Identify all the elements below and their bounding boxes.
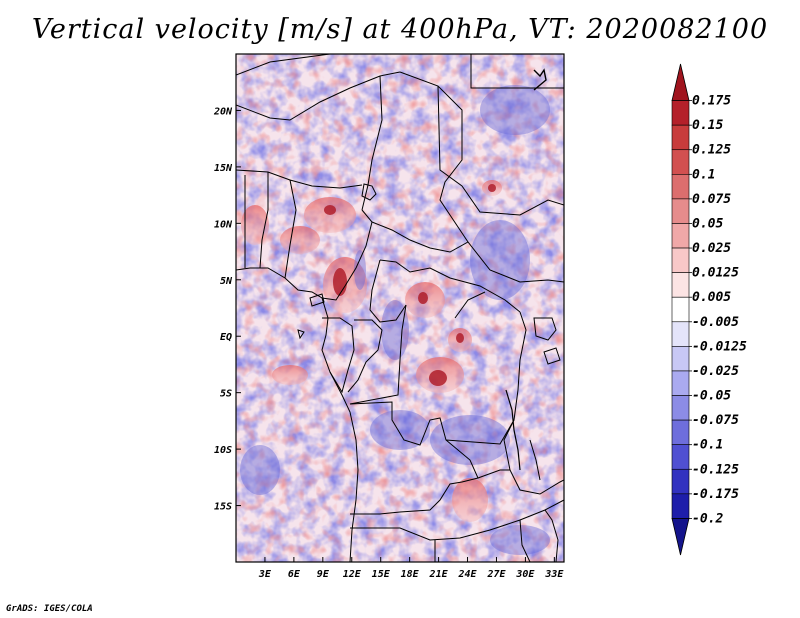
colorbar-box: [671, 321, 690, 347]
colorbar-box: [671, 296, 690, 323]
colorbar-box: [671, 124, 690, 151]
colorbar-box: [671, 198, 690, 224]
colorbar-box: [671, 100, 690, 126]
x-axis: 3E 6E 9E 12E 15E 18E 21E 24E 27E 30E 33E: [258, 557, 564, 580]
map-frame: [235, 53, 565, 563]
colorbar-box: [671, 247, 690, 273]
colorbar-box: [671, 223, 690, 249]
colorbar-label: 0.075: [692, 192, 731, 207]
y-tick-label: 10N: [214, 219, 233, 230]
x-tick-label: 12E: [343, 569, 362, 580]
colorbar-box: [671, 370, 690, 396]
y-tick-label: 15N: [214, 163, 233, 174]
colorbar-arrow-bottom: [671, 518, 690, 556]
colorbar-box: [671, 419, 690, 445]
colorbar-label: 0.175: [692, 94, 731, 109]
y-tick-label: 20N: [213, 106, 233, 117]
colorbar-label: 0.005: [692, 290, 731, 305]
colorbar-box: [671, 395, 690, 421]
colorbar-label: -0.2: [692, 511, 723, 526]
country-borders: [236, 54, 564, 562]
y-tick-label: 5S: [220, 389, 232, 400]
x-tick-label: 6E: [288, 569, 301, 580]
colorbar-label: -0.005: [692, 315, 739, 330]
x-tick-label: 27E: [486, 569, 506, 580]
colorbar-box: [671, 493, 690, 519]
descent-regions: [240, 85, 550, 555]
colorbar: 0.175 0.15 0.125 0.1 0.075 0.05 0.025 0.0125 0.0…: [671, 63, 747, 556]
colorbar-label: -0.0125: [692, 339, 747, 354]
x-tick-label: 15E: [372, 569, 391, 580]
colorbar-label: 0.0125: [692, 266, 739, 281]
colorbar-label: 0.1: [692, 167, 715, 182]
x-tick-label: 30E: [515, 569, 535, 580]
colorbar-label: -0.075: [692, 413, 739, 428]
grads-credit: GrADS: IGES/COLA: [6, 604, 93, 614]
velocity-field: [236, 54, 564, 562]
colorbar-label: -0.125: [692, 462, 739, 477]
colorbar-label: -0.025: [692, 364, 739, 379]
colorbar-box: [671, 444, 690, 470]
colorbar-box: [671, 149, 690, 175]
y-tick-label: 10S: [214, 445, 232, 456]
colorbar-label: 0.15: [692, 118, 723, 133]
x-tick-label: 18E: [401, 569, 420, 580]
chart-title: Vertical velocity [m/s] at 400hPa, VT: 2…: [31, 14, 769, 45]
x-tick-label: 21E: [429, 569, 449, 580]
x-tick-label: 3E: [258, 569, 272, 580]
colorbar-arrow-top: [671, 63, 690, 101]
colorbar-box: [671, 468, 690, 495]
x-tick-label: 24E: [457, 569, 477, 580]
y-axis: 20N 15N 10N 5N EQ 5S 10S 15S: [213, 106, 241, 513]
colorbar-label: -0.1: [692, 438, 723, 453]
y-tick-label: EQ: [220, 332, 232, 343]
colorbar-label: 0.025: [692, 241, 731, 256]
x-tick-label: 33E: [544, 569, 564, 580]
y-tick-label: 5N: [220, 276, 233, 287]
colorbar-label: -0.05: [692, 389, 731, 404]
x-tick-label: 9E: [317, 569, 330, 580]
y-tick-label: 15S: [214, 502, 232, 513]
colorbar-label: -0.175: [692, 487, 739, 502]
colorbar-box: [671, 174, 690, 200]
colorbar-label: 0.05: [692, 216, 723, 231]
ascent-regions: [241, 180, 502, 522]
colorbar-box: [671, 272, 690, 298]
colorbar-label: 0.125: [692, 143, 731, 158]
colorbar-box: [671, 346, 690, 372]
